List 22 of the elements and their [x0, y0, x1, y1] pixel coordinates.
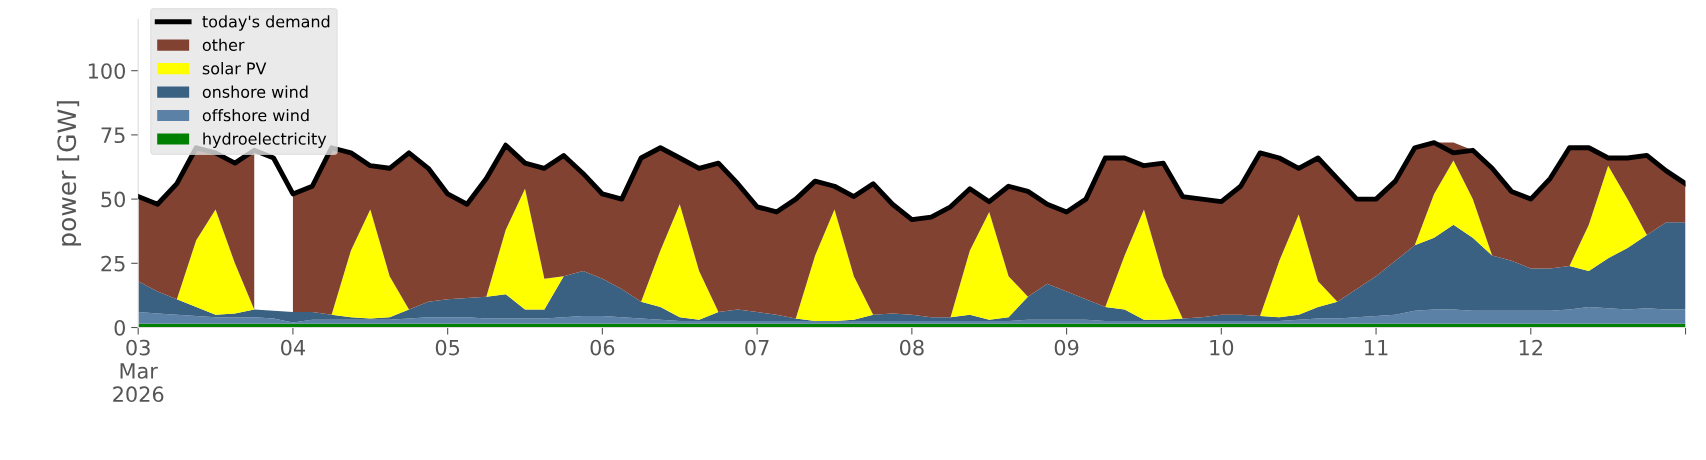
y-tick-label: 100: [88, 63, 125, 79]
y-tick-label: 50: [101, 191, 125, 208]
legend-label: other: [202, 38, 245, 52]
y-axis-title: power [GW]: [56, 101, 82, 246]
x-tick-label: 08: [899, 339, 924, 356]
y-tick-label: 25: [101, 255, 125, 272]
x-tick-label: 05: [435, 339, 460, 356]
x-tick-label: 03 Mar 2026: [113, 339, 164, 403]
legend-label: onshore wind: [202, 85, 308, 98]
x-tick-label: 10: [1210, 339, 1234, 356]
x-tick-label: 07: [745, 339, 769, 356]
x-tick-label: 12: [1519, 339, 1542, 356]
x-tick-label: 06: [590, 339, 615, 356]
legend-label: offshore wind: [202, 108, 309, 122]
y-tick-label: 0: [114, 319, 125, 336]
legend-label: hydroelectricity: [203, 132, 327, 148]
y-tick-label: 75: [101, 127, 125, 144]
x-tick-label: 11: [1365, 339, 1388, 356]
legend-label: today's demand: [202, 15, 330, 31]
x-tick-label: 04: [281, 339, 306, 356]
x-tick-label: 09: [1054, 339, 1079, 356]
legend-label: solar PV: [202, 62, 267, 75]
